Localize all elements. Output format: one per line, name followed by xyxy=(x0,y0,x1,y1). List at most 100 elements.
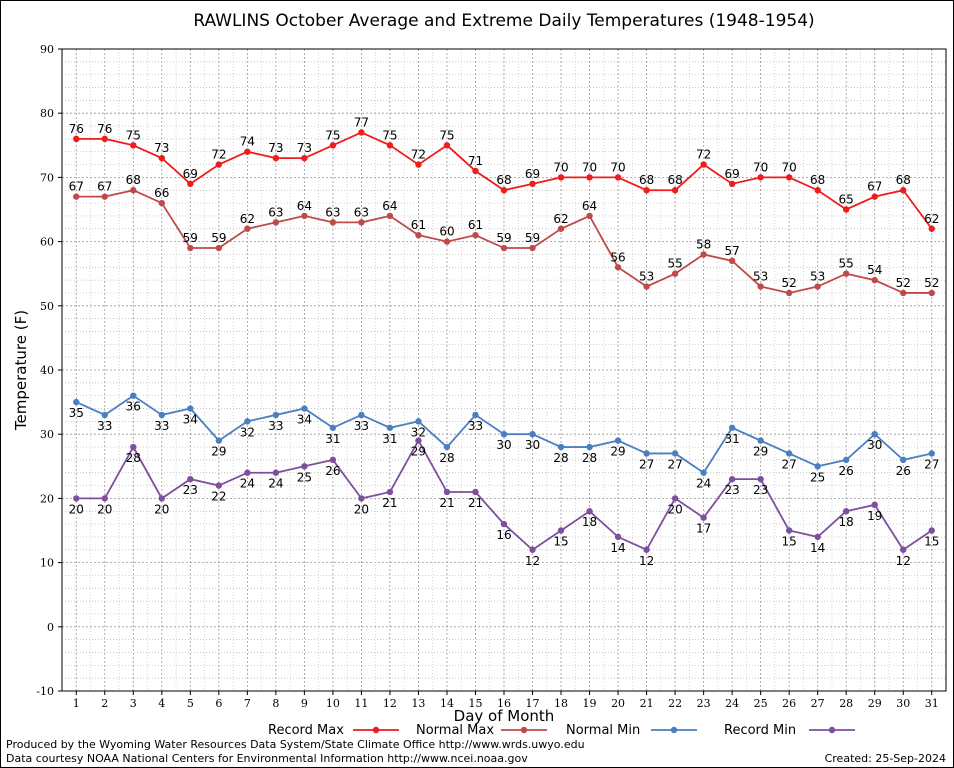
normal-max-data-label: 63 xyxy=(268,205,283,219)
record-min-data-label: 20 xyxy=(154,502,169,516)
normal-max-data-label: 66 xyxy=(154,186,169,200)
record-max-point xyxy=(272,154,280,162)
normal-min-point xyxy=(443,443,451,451)
normal-min-point xyxy=(244,418,251,425)
record-min-data-label: 16 xyxy=(496,528,511,542)
y-tick-label: 10 xyxy=(40,557,54,570)
record-min-point xyxy=(529,546,536,553)
record-min-data-label: 14 xyxy=(810,541,825,555)
normal-max-data-label: 53 xyxy=(639,270,654,284)
x-tick-label: 6 xyxy=(215,697,222,710)
x-tick-label: 17 xyxy=(526,697,540,710)
record-min-point xyxy=(614,533,622,541)
normal-max-data-label: 56 xyxy=(610,250,625,264)
record-min-data-label: 12 xyxy=(525,554,540,568)
record-min-data-label: 19 xyxy=(867,509,882,523)
normal-min-data-label: 28 xyxy=(582,451,597,465)
x-tick-label: 1 xyxy=(73,697,80,710)
normal-max-data-label: 60 xyxy=(439,225,454,239)
record-min-data-label: 21 xyxy=(382,496,397,510)
normal-max-point xyxy=(728,257,736,265)
record-max-point xyxy=(728,180,736,188)
x-tick-label: 29 xyxy=(868,697,882,710)
record-max-point xyxy=(301,154,308,162)
normal-min-point xyxy=(358,411,365,419)
x-tick-label: 26 xyxy=(782,697,796,710)
normal-max-point xyxy=(386,212,394,220)
y-tick-label: 30 xyxy=(40,428,54,441)
normal-min-point xyxy=(272,411,280,419)
normal-max-point xyxy=(130,187,137,194)
normal-min-point xyxy=(586,443,593,451)
normal-max-data-label: 53 xyxy=(810,270,825,284)
credit-line-1: Produced by the Wyoming Water Resources … xyxy=(6,738,585,751)
x-tick-label: 10 xyxy=(326,697,340,710)
record-min-data-label: 20 xyxy=(69,502,84,516)
record-max-data-label: 73 xyxy=(154,141,169,155)
chart-title: RAWLINS October Average and Extreme Dail… xyxy=(193,11,814,31)
x-tick-label: 28 xyxy=(839,697,853,710)
y-tick-label: 80 xyxy=(40,107,54,120)
x-tick-label: 31 xyxy=(925,697,939,710)
normal-min-data-label: 29 xyxy=(610,445,625,459)
x-axis-label: Day of Month xyxy=(454,707,555,725)
x-tick-label: 19 xyxy=(583,697,597,710)
record-max-point xyxy=(900,187,907,194)
normal-min-data-label: 33 xyxy=(268,419,283,433)
record-min-point xyxy=(586,508,593,515)
normal-max-point xyxy=(700,251,707,258)
normal-min-data-label: 25 xyxy=(810,470,825,484)
record-max-data-label: 68 xyxy=(810,173,825,187)
x-tick-label: 9 xyxy=(301,697,308,710)
normal-min-data-label: 33 xyxy=(468,419,483,433)
record-max-data-label: 67 xyxy=(867,180,882,194)
normal-max-point xyxy=(900,289,907,297)
normal-min-data-label: 33 xyxy=(97,419,112,433)
x-tick-label: 11 xyxy=(354,697,368,710)
normal-max-point xyxy=(472,231,479,239)
record-max-data-label: 75 xyxy=(382,128,397,142)
record-max-point xyxy=(757,174,764,181)
normal-max-data-label: 52 xyxy=(924,276,939,290)
normal-min-point xyxy=(386,424,394,431)
record-max-data-label: 72 xyxy=(211,148,226,162)
normal-min-point xyxy=(158,411,166,419)
normal-min-data-label: 27 xyxy=(639,457,654,471)
record-max-data-label: 75 xyxy=(325,128,340,142)
record-max-data-label: 76 xyxy=(69,122,84,136)
x-tick-label: 2 xyxy=(101,697,108,710)
record-min-data-label: 21 xyxy=(439,496,454,510)
normal-min-data-label: 31 xyxy=(325,432,340,446)
record-min-point xyxy=(101,495,108,502)
record-min-point xyxy=(386,488,394,496)
normal-max-point xyxy=(187,244,194,252)
normal-max-data-label: 64 xyxy=(582,199,597,213)
record-max-point xyxy=(443,142,451,149)
record-min-data-label: 25 xyxy=(297,470,312,484)
record-max-point xyxy=(73,135,80,143)
record-min-point xyxy=(301,463,308,470)
normal-min-point xyxy=(130,392,137,399)
normal-max-data-label: 59 xyxy=(211,231,226,245)
normal-min-data-label: 30 xyxy=(525,438,540,452)
record-min-data-label: 18 xyxy=(582,515,597,529)
record-min-point xyxy=(814,533,821,541)
normal-min-point xyxy=(101,411,108,419)
x-tick-label: 14 xyxy=(440,697,454,710)
record-max-data-label: 68 xyxy=(667,173,682,187)
record-max-data-label: 70 xyxy=(610,160,625,174)
record-max-data-label: 70 xyxy=(753,160,768,174)
normal-max-point xyxy=(500,244,508,252)
legend-label-normal-min: Normal Min xyxy=(566,723,640,738)
record-max-data-label: 69 xyxy=(724,167,739,181)
record-min-data-label: 21 xyxy=(468,496,483,510)
record-min-point xyxy=(700,514,707,521)
normal-min-point xyxy=(928,450,935,457)
normal-min-point xyxy=(814,463,821,470)
normal-max-point xyxy=(529,244,536,252)
created-date: Created: 25-Sep-2024 xyxy=(824,752,946,765)
normal-max-point xyxy=(415,231,422,239)
normal-max-data-label: 52 xyxy=(782,276,797,290)
normal-max-data-label: 63 xyxy=(325,205,340,219)
